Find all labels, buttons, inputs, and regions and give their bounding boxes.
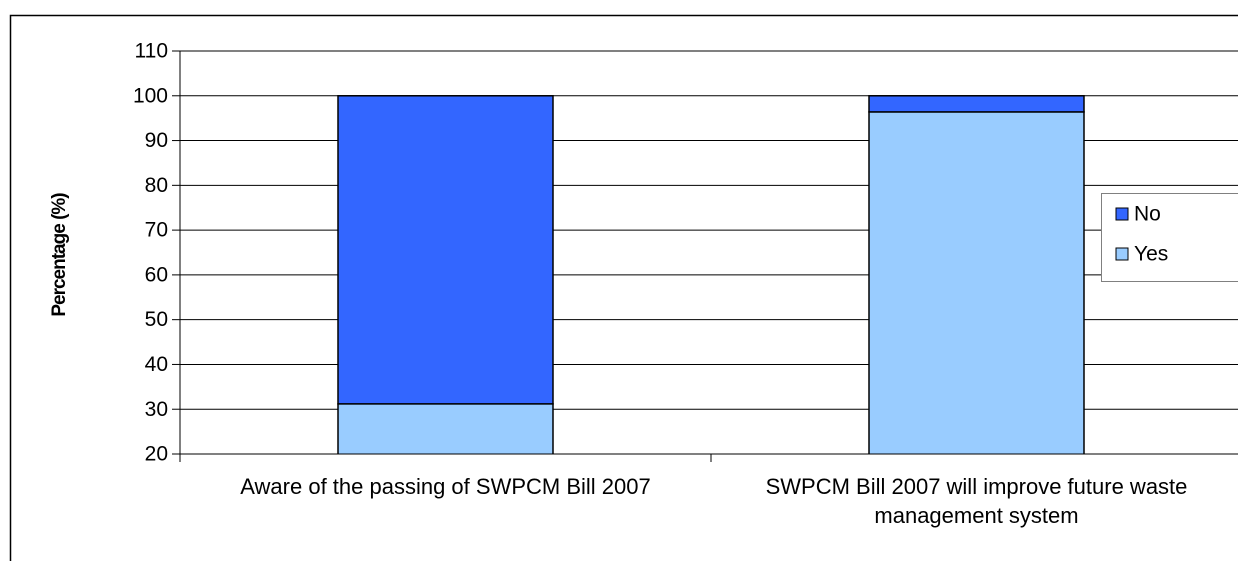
x-label-box: Aware of the passing of SWPCM Bill 2007: [184, 472, 708, 542]
x-label-box: SWPCM Bill 2007 will improve future wast…: [715, 472, 1238, 542]
y-tick-label: 100: [133, 84, 168, 107]
y-tick-label: 30: [145, 398, 168, 421]
y-tick-label: 60: [145, 263, 168, 286]
x-tick-label: Aware of the passing of SWPCM Bill 2007: [184, 472, 708, 501]
y-axis-label: Percentage (%): [49, 193, 70, 317]
x-tick-label: SWPCM Bill 2007 will improve future wast…: [715, 472, 1238, 530]
legend: No Yes: [1102, 194, 1238, 282]
legend-label: Yes: [1134, 243, 1168, 266]
legend-swatch: [1116, 208, 1128, 220]
legend-box: [1102, 194, 1238, 282]
bar-segment: [869, 96, 1084, 112]
y-tick-label: 80: [145, 174, 168, 197]
legend-swatch: [1116, 248, 1128, 260]
bar-segment: [338, 96, 553, 404]
y-tick-label: 70: [145, 219, 168, 242]
y-tick-label: 90: [145, 129, 168, 152]
y-tick-label: 110: [135, 40, 168, 63]
y-tick-label: 20: [145, 443, 168, 466]
y-tick-label: 40: [145, 353, 168, 376]
y-tick-label: 50: [145, 308, 168, 331]
legend-label: No: [1134, 203, 1161, 226]
